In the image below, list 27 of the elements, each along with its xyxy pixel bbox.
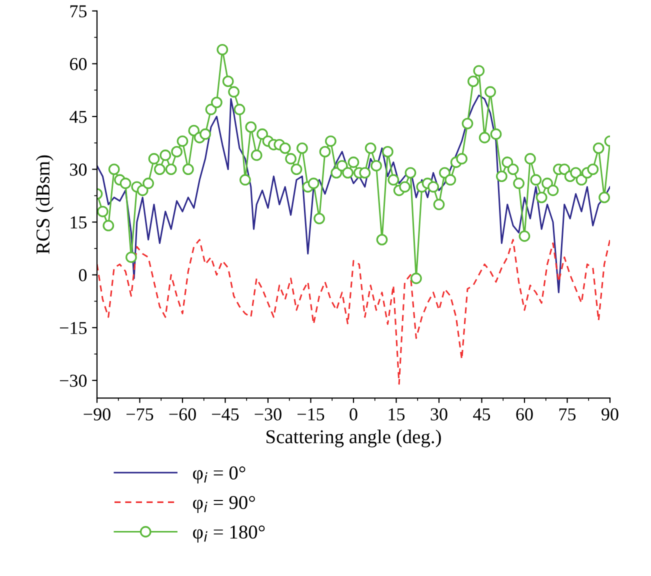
x-tick-label: −60	[169, 408, 196, 420]
x-tick-label: −15	[298, 408, 324, 420]
legend-label: φ$_{i}$ = 0°	[193, 466, 246, 484]
y-tick-label: 15	[70, 216, 87, 229]
y-tick-label: −15	[60, 322, 87, 334]
x-tick-label: 15	[388, 408, 405, 420]
x-tick-label: 60	[516, 408, 533, 420]
x-tick-label: 30	[430, 408, 448, 420]
x-tick-label: −45	[212, 408, 239, 420]
y-tick-label: 45	[70, 110, 87, 123]
x-tick-label: −90	[84, 408, 110, 420]
y-tick-label: 30	[70, 164, 87, 176]
legend-label: φ$_{i}$ = 90°	[193, 496, 255, 514]
y-tick-label: 75	[70, 5, 87, 18]
line-series	[97, 238, 610, 385]
x-tick-label: −30	[254, 408, 282, 420]
y-tick-label: −30	[60, 374, 87, 387]
x-axis-title: Scattering angle (deg.)	[266, 430, 441, 448]
x-tick-label: −75	[126, 408, 154, 420]
legend-label: φ$_{i}$ = 180°	[193, 526, 265, 543]
x-tick-label: 45	[473, 408, 490, 420]
y-tick-label: 0	[78, 269, 87, 282]
y-tick-label: 60	[70, 58, 87, 70]
y-axis-title: RCS (dBsm)	[36, 155, 54, 254]
x-tick-label: 90	[602, 408, 618, 420]
x-tick-label: 75	[559, 408, 576, 420]
x-tick-label: 0	[350, 408, 358, 420]
